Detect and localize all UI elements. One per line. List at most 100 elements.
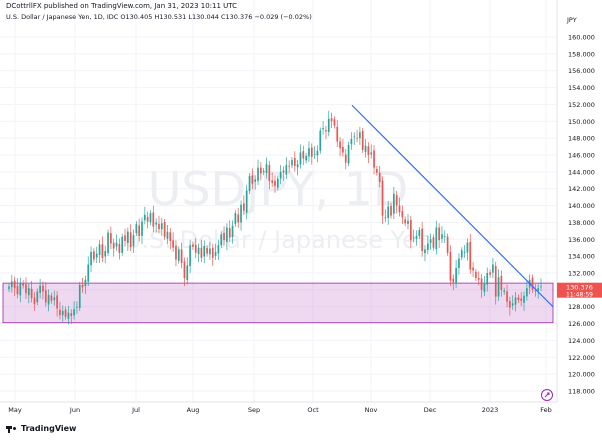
ohlc-legend: U.S. Dollar / Japanese Yen, 1D, IDC O130…: [6, 13, 312, 21]
candle-body: [61, 310, 64, 316]
candle-body: [132, 235, 135, 247]
candle-body: [25, 284, 27, 294]
candle: [166, 224, 169, 245]
support-zone[interactable]: [2, 282, 554, 324]
candle-body: [192, 244, 194, 247]
candle-body: [361, 130, 364, 150]
last-price-badge: [557, 282, 602, 298]
close-value: C130.376: [220, 13, 253, 21]
candle: [390, 202, 392, 219]
candle: [432, 234, 435, 251]
candle-body: [285, 165, 288, 175]
candle-body: [127, 231, 129, 243]
symbol-description[interactable]: U.S. Dollar / Japanese Yen, 1D, IDC: [6, 13, 119, 21]
candle-body: [129, 232, 132, 247]
candle-body: [203, 246, 206, 257]
candle: [138, 218, 141, 242]
candle-body: [39, 285, 41, 293]
candle: [327, 110, 330, 137]
candle-body: [175, 245, 177, 260]
candle-body: [194, 244, 197, 253]
price-tick-label: 148.000: [568, 135, 595, 143]
candle-body: [243, 203, 245, 211]
tradingview-logo[interactable]: TradingView: [6, 424, 76, 433]
candle-body: [452, 278, 455, 283]
candle: [25, 277, 27, 299]
candle-body: [59, 309, 61, 316]
candle: [183, 257, 186, 287]
candle: [33, 292, 36, 311]
candle: [163, 218, 166, 240]
candle-body: [160, 223, 163, 230]
candle: [121, 233, 124, 256]
trendline[interactable]: [351, 104, 554, 308]
candle: [265, 157, 268, 179]
candle-body: [449, 252, 452, 281]
candle-body: [282, 170, 285, 173]
candle: [271, 172, 274, 188]
candle: [197, 243, 200, 263]
candle: [285, 157, 288, 179]
price-tick-label: 132.000: [568, 270, 595, 278]
candle: [336, 120, 339, 147]
candle: [237, 207, 240, 228]
candle-body: [228, 228, 231, 238]
candle: [268, 160, 271, 190]
candle: [64, 306, 67, 320]
candle: [217, 239, 220, 261]
price-tick-label: 144.000: [568, 168, 595, 176]
candle-body: [421, 228, 423, 252]
candle: [203, 240, 206, 264]
candle-body: [511, 303, 514, 306]
candle-body: [480, 278, 483, 290]
candle: [84, 275, 87, 294]
tradingview-logo-icon: [6, 425, 18, 433]
candle-body: [10, 281, 13, 288]
candle-body: [271, 180, 274, 183]
candle-body: [378, 172, 381, 182]
candle: [446, 233, 449, 256]
candle: [234, 210, 237, 227]
candle-body: [308, 148, 310, 157]
candle-body: [223, 232, 225, 241]
candle-body: [47, 294, 50, 305]
price-tick-label: 146.000: [568, 152, 595, 160]
candle: [274, 175, 276, 193]
candle-body: [336, 126, 339, 142]
candle: [155, 218, 157, 233]
candle: [356, 129, 358, 143]
candle-body: [322, 128, 324, 130]
candle-body: [537, 288, 540, 291]
candle: [243, 195, 245, 215]
candle-body: [384, 217, 387, 219]
candle-body: [93, 251, 95, 260]
time-tick-label: Oct: [307, 406, 319, 414]
time-tick-label: Nov: [365, 406, 378, 414]
replay-icon[interactable]: [541, 389, 553, 401]
candle: [47, 289, 50, 312]
candle: [509, 296, 511, 316]
candle: [373, 144, 375, 175]
candle-body: [209, 248, 211, 255]
candle: [426, 235, 429, 255]
candle-body: [293, 158, 296, 166]
price-tick-label: 156.000: [568, 67, 595, 75]
candle-body: [81, 284, 84, 288]
candle-body: [359, 132, 361, 139]
candle: [27, 283, 30, 304]
candle: [339, 137, 341, 157]
candle-body: [67, 312, 70, 319]
candle: [257, 159, 259, 186]
candle-body: [393, 193, 395, 214]
candle-body: [520, 298, 523, 301]
publisher-line: DCottrllFX published on TradingView.com,…: [6, 2, 238, 10]
low-value: L130.044: [188, 13, 219, 21]
candle-body: [509, 300, 511, 308]
candle: [158, 215, 160, 234]
candle-body: [407, 220, 409, 224]
candle: [50, 292, 53, 304]
brand-name: TradingView: [21, 424, 77, 433]
candle: [398, 197, 401, 217]
